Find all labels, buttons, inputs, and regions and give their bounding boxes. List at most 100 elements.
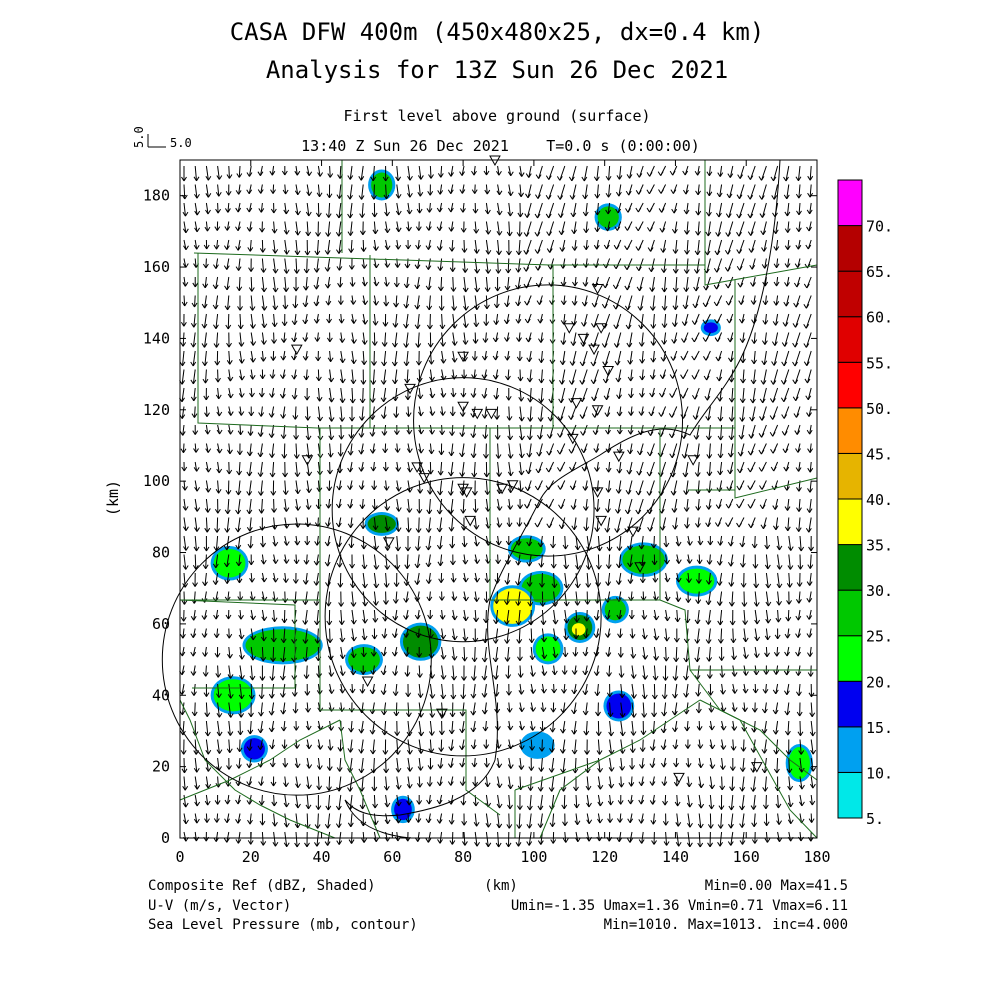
wind-vector (293, 720, 300, 731)
wind-vector (283, 202, 290, 215)
wind-vector (226, 757, 232, 770)
wind-vector (315, 221, 321, 237)
wind-vector (280, 628, 287, 644)
wind-vector (294, 239, 301, 256)
wind-vector (257, 720, 264, 734)
echo-core (622, 545, 665, 574)
wind-vector (246, 480, 253, 496)
wind-vector (182, 202, 189, 217)
wind-vector (238, 683, 245, 700)
wind-vector (246, 443, 253, 457)
wind-vector (339, 628, 346, 643)
wind-vector (246, 776, 253, 786)
wind-vector (204, 813, 210, 823)
wind-vector (348, 239, 355, 253)
wind-vector (328, 683, 335, 694)
wind-vector (201, 350, 208, 367)
wind-vector (223, 554, 230, 568)
wind-vector (291, 683, 298, 697)
wind-vector (292, 406, 299, 420)
wind-vector (247, 813, 253, 825)
wind-vector (304, 683, 311, 696)
wind-vector (216, 702, 223, 718)
wind-vector (313, 591, 320, 606)
wind-vector (225, 609, 232, 620)
echo-core (606, 693, 632, 719)
wind-vector (224, 498, 231, 515)
wind-vector (238, 387, 245, 398)
wind-vector (201, 332, 208, 348)
figure-title-line2: Analysis for 13Z Sun 26 Dec 2021 (266, 56, 728, 84)
x-tick-label: 80 (454, 848, 472, 866)
wind-vector (268, 406, 275, 418)
wind-vector (306, 480, 312, 494)
wind-vector (326, 313, 332, 324)
wind-vector (237, 720, 244, 736)
wind-vector (213, 258, 219, 269)
wind-vector (281, 739, 288, 749)
wind-vector (224, 202, 231, 213)
colorbar-swatch (837, 452, 863, 500)
y-tick-label: 40 (152, 686, 170, 704)
wind-vector (214, 498, 221, 514)
echo-cell (532, 633, 564, 665)
wind-vector (246, 757, 253, 768)
wind-vector (347, 184, 353, 200)
wind-vector (193, 813, 200, 824)
reference-vector-label: 5.0 (170, 136, 192, 150)
wind-vector (325, 295, 332, 306)
wind-vector (246, 165, 253, 177)
wind-vector (192, 424, 199, 435)
wind-vector (282, 757, 289, 768)
wind-vector (347, 461, 354, 473)
wind-vector (302, 572, 309, 585)
wind-vector (350, 295, 357, 305)
echo-core (510, 538, 543, 560)
wind-vector (216, 720, 223, 737)
wind-vector (181, 757, 188, 774)
wind-vector (190, 665, 197, 676)
wind-vector (339, 387, 346, 403)
wind-vector (213, 609, 220, 620)
wind-vector (270, 202, 277, 214)
wind-vector (204, 406, 210, 417)
wind-vector (180, 313, 187, 327)
wind-vector (327, 443, 334, 458)
x-tick-label: 60 (383, 848, 401, 866)
wind-vector (305, 221, 312, 237)
wind-vector (204, 424, 211, 435)
wind-vector (182, 276, 189, 287)
wind-vector (282, 184, 289, 195)
wind-vector (337, 739, 344, 752)
wind-vector (325, 591, 332, 607)
wind-vector (306, 776, 312, 790)
figure-title-line1: CASA DFW 400m (450x480x25, dx=0.4 km) (230, 18, 765, 46)
wind-vector (180, 609, 187, 622)
wind-vector (236, 165, 243, 178)
wind-vector (248, 702, 254, 718)
wind-vector (213, 813, 220, 823)
wind-vector (246, 517, 253, 532)
wind-vector (192, 554, 199, 570)
wind-vector (190, 313, 197, 328)
wind-vector (294, 480, 301, 495)
wind-vector (324, 535, 331, 547)
colorbar-label: 20. (866, 673, 893, 691)
wind-vector (282, 295, 289, 310)
x-tick-label: 140 (662, 848, 689, 866)
wind-vector (325, 517, 331, 527)
wind-vector (216, 165, 223, 180)
y-tick-label: 100 (143, 472, 170, 490)
wind-vector (302, 646, 309, 662)
wind-vector (227, 369, 234, 382)
wind-vector (350, 369, 357, 385)
wind-vector (282, 591, 289, 603)
wind-vector (201, 609, 208, 620)
echo-cell (594, 203, 622, 231)
wind-vector (351, 332, 357, 344)
wind-vector (347, 221, 354, 236)
wind-vector (191, 702, 198, 717)
wind-vector (336, 757, 343, 772)
wind-vector (348, 535, 355, 549)
wind-vector (225, 480, 232, 495)
